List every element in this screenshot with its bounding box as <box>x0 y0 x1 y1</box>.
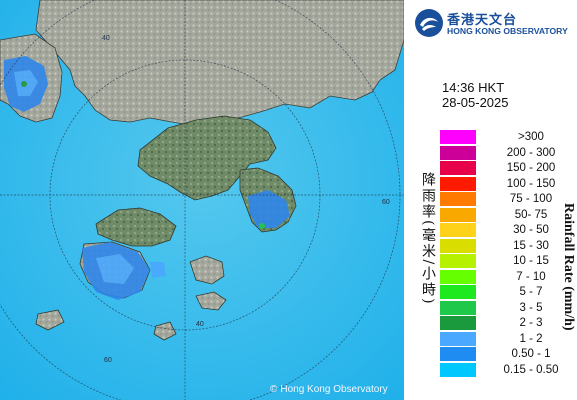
copyright-text: Hong Kong Observatory <box>280 384 388 395</box>
legend-title-zh: 降雨率(毫米/小時) <box>420 172 436 306</box>
rain-echo-south-core <box>96 254 134 284</box>
legend-label: 30 - 50 <box>513 224 549 236</box>
small-island <box>35 309 65 331</box>
legend-label: 0.15 - 0.50 <box>503 363 559 376</box>
rain-echo-small <box>150 262 166 278</box>
legend-swatch <box>440 316 476 330</box>
legend-swatch <box>440 285 476 299</box>
hko-logo: 香港天文台 HONG KONG OBSERVATORY <box>414 6 574 40</box>
range-rings <box>0 0 404 400</box>
legend-label: 3 - 5 <box>519 301 543 314</box>
copyright-notice: © Hong Kong Observatory <box>270 384 388 395</box>
rain-echo-cell <box>259 223 265 229</box>
legend-panel: 香港天文台 HONG KONG OBSERVATORY 14:36 HKT 28… <box>404 0 577 400</box>
range-label: 40 <box>196 321 204 328</box>
legend-label: 150 - 200 <box>506 162 556 174</box>
legend-item: 75 - 100 <box>440 192 577 206</box>
legend-label: 0.50 - 1 <box>511 348 551 360</box>
legend-swatch <box>440 331 476 346</box>
legend-label: >300 <box>518 131 544 143</box>
legend-item: 7 - 10 <box>440 269 577 284</box>
legend-item: 10 - 15 <box>440 254 577 268</box>
legend-swatch <box>440 254 476 268</box>
legend-swatch <box>440 269 476 284</box>
radar-map: 40 40 60 60 <box>0 0 404 400</box>
rain-echo-east <box>248 190 290 228</box>
legend-item: 150 - 200 <box>440 161 577 175</box>
logo-text-zh: 香港天文台 <box>447 13 518 28</box>
legend-label: 200 - 300 <box>506 146 556 159</box>
legend-item: 200 - 300 <box>440 145 577 160</box>
legend-item: >300 <box>440 130 577 144</box>
legend-label: 5 - 7 <box>519 286 543 298</box>
legend-item: 30 - 50 <box>440 223 577 237</box>
legend-swatch <box>440 145 476 160</box>
legend-swatch <box>440 130 476 144</box>
small-island <box>153 321 177 341</box>
range-label: 60 <box>382 199 390 206</box>
legend-item: 100 - 150 <box>440 176 577 191</box>
legend-label: 1 - 2 <box>519 332 543 345</box>
rain-echo-cell <box>21 81 27 87</box>
legend-swatch <box>440 192 476 206</box>
legend-swatch <box>440 207 476 222</box>
legend-item: 5 - 7 <box>440 285 577 299</box>
legend-label: 100 - 150 <box>506 177 556 190</box>
timestamp-time: 14:36 HKT <box>442 80 505 95</box>
legend-label: 2 - 3 <box>519 317 543 329</box>
range-label: 40 <box>102 35 110 42</box>
legend-swatch <box>440 238 476 253</box>
timestamp-date: 28-05-2025 <box>442 95 509 110</box>
legend-swatch <box>440 362 476 377</box>
legend-item: 50- 75 <box>440 207 577 222</box>
legend-label: 15 - 30 <box>513 239 549 252</box>
legend-label: 7 - 10 <box>516 270 546 283</box>
legend-label: 75 - 100 <box>509 193 553 205</box>
legend-label: 10 - 15 <box>513 255 549 267</box>
legend-swatch <box>440 223 476 237</box>
legend-item: 3 - 5 <box>440 300 577 315</box>
legend-item: 0.50 - 1 <box>440 347 577 361</box>
legend-item: 15 - 30 <box>440 238 577 253</box>
logo-text-en: HONG KONG OBSERVATORY <box>447 26 568 36</box>
legend-label: 50- 75 <box>514 208 548 221</box>
rain-echoes <box>4 56 290 300</box>
copyright-icon: © <box>270 384 278 395</box>
lamma-island <box>189 255 225 285</box>
legend-swatch <box>440 300 476 315</box>
legend-item: 0.15 - 0.50 <box>440 362 577 377</box>
legend-title-en: Rainfall Rate (mm/h) <box>561 203 576 331</box>
small-island <box>195 291 227 311</box>
legend-swatch <box>440 176 476 191</box>
lantau-island <box>95 207 177 247</box>
legend-swatch <box>440 161 476 175</box>
legend-swatch <box>440 347 476 361</box>
legend-item: 1 - 2 <box>440 331 577 346</box>
range-label: 60 <box>104 357 112 364</box>
hko-logo-icon <box>415 9 443 37</box>
legend-item: 2 - 3 <box>440 316 577 330</box>
